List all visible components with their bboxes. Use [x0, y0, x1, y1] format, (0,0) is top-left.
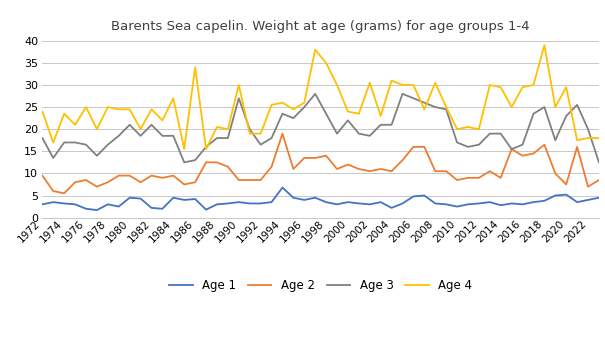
Age 2: [279, 132, 286, 136]
Age 3: [82, 143, 90, 147]
Age 3: [246, 127, 253, 131]
Age 3: [399, 92, 406, 96]
Age 1: [82, 207, 90, 211]
Age 1: [420, 193, 428, 198]
Age 1: [322, 200, 330, 204]
Age 3: [595, 160, 603, 165]
Age 4: [388, 79, 395, 83]
Line: Age 2: Age 2: [42, 134, 599, 193]
Age 4: [181, 147, 188, 151]
Line: Age 4: Age 4: [42, 45, 599, 149]
Age 4: [344, 109, 352, 114]
Age 3: [355, 132, 362, 136]
Age 1: [93, 208, 100, 212]
Age 2: [39, 174, 46, 178]
Title: Barents Sea capelin. Weight at age (grams) for age groups 1-4: Barents Sea capelin. Weight at age (gram…: [111, 20, 530, 33]
Age 2: [246, 178, 253, 182]
Age 3: [420, 101, 428, 105]
Line: Age 1: Age 1: [42, 188, 599, 210]
Legend: Age 1, Age 2, Age 3, Age 4: Age 1, Age 2, Age 3, Age 4: [164, 274, 477, 296]
Age 4: [595, 136, 603, 140]
Age 2: [595, 178, 603, 182]
Age 4: [246, 132, 253, 136]
Age 1: [246, 201, 253, 205]
Age 4: [312, 48, 319, 52]
Age 3: [181, 160, 188, 165]
Age 3: [312, 92, 319, 96]
Age 2: [322, 154, 330, 158]
Age 2: [60, 191, 68, 195]
Line: Age 3: Age 3: [42, 94, 599, 163]
Age 3: [322, 112, 330, 116]
Age 1: [399, 201, 406, 205]
Age 4: [541, 43, 548, 47]
Age 4: [410, 83, 417, 87]
Age 2: [420, 145, 428, 149]
Age 3: [39, 136, 46, 140]
Age 2: [355, 167, 362, 171]
Age 1: [355, 201, 362, 205]
Age 4: [39, 109, 46, 114]
Age 1: [39, 202, 46, 206]
Age 2: [399, 158, 406, 162]
Age 2: [93, 185, 100, 189]
Age 1: [279, 186, 286, 190]
Age 1: [595, 196, 603, 200]
Age 4: [82, 105, 90, 109]
